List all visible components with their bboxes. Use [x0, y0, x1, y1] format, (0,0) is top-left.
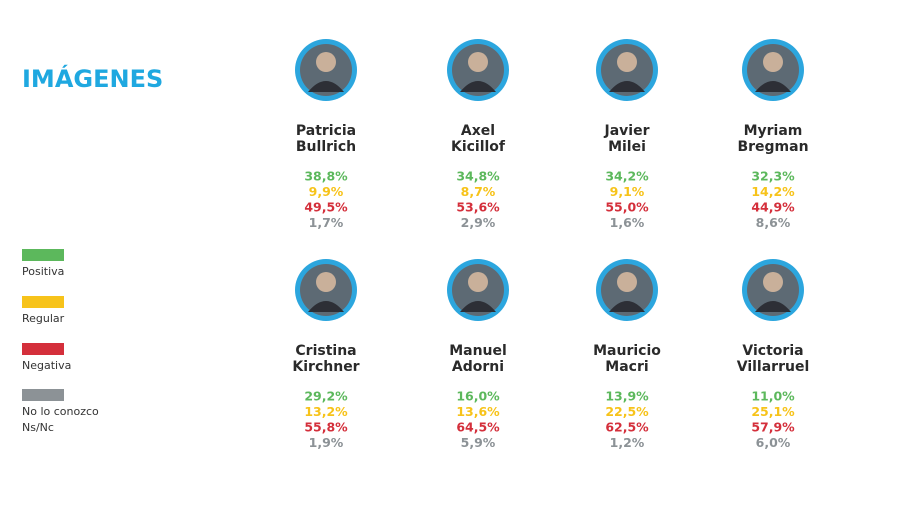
person-name: Mauricio	[593, 343, 661, 359]
person-name: Adorni	[452, 359, 504, 375]
person-name: Bullrich	[296, 139, 356, 155]
person-value: 25,1%	[751, 404, 795, 419]
person-value: 53,6%	[456, 200, 500, 215]
avatar-body	[460, 81, 496, 92]
person-value: 64,5%	[456, 420, 500, 435]
legend-label: Positiva	[22, 265, 64, 278]
person-value: 34,2%	[605, 169, 649, 184]
legend-label: Negativa	[22, 359, 71, 372]
person-value: 22,5%	[605, 404, 649, 419]
person-value: 9,9%	[309, 184, 344, 199]
person-name: Axel	[461, 123, 495, 139]
person-value: 62,5%	[605, 420, 649, 435]
person-value: 8,7%	[461, 184, 496, 199]
person-name: Villarruel	[737, 359, 810, 375]
legend-swatch	[22, 296, 64, 308]
person-name: Cristina	[295, 343, 356, 359]
avatar-body	[609, 301, 645, 312]
person-value: 34,8%	[456, 169, 500, 184]
person-name: Victoria	[742, 343, 803, 359]
person-value: 55,8%	[304, 420, 348, 435]
legend-label: Ns/Nc	[22, 421, 54, 434]
legend-swatch	[22, 389, 64, 401]
person-name: Myriam	[744, 123, 803, 139]
person-value: 5,9%	[461, 435, 496, 450]
person-value: 13,9%	[605, 389, 649, 404]
person-value: 16,0%	[456, 389, 500, 404]
avatar-body	[308, 81, 344, 92]
avatar-body	[460, 301, 496, 312]
avatar-head	[316, 52, 336, 72]
person-name: Kicillof	[451, 139, 506, 155]
person-value: 29,2%	[304, 389, 348, 404]
person-name: Kirchner	[292, 359, 359, 375]
avatar-head	[763, 52, 783, 72]
person-name: Javier	[604, 123, 650, 139]
avatar-head	[617, 52, 637, 72]
person-value: 13,6%	[456, 404, 500, 419]
person-name: Bregman	[737, 139, 808, 155]
person-value: 8,6%	[756, 215, 791, 230]
person-name: Manuel	[449, 343, 507, 359]
avatar-body	[755, 81, 791, 92]
person-value: 1,9%	[309, 435, 344, 450]
avatar-body	[308, 301, 344, 312]
avatar-head	[316, 272, 336, 292]
person-value: 11,0%	[751, 389, 795, 404]
legend-swatch	[22, 249, 64, 261]
person-value: 32,3%	[751, 169, 795, 184]
person-value: 9,1%	[610, 184, 645, 199]
person-value: 13,2%	[304, 404, 348, 419]
person-value: 57,9%	[751, 420, 795, 435]
person-value: 55,0%	[605, 200, 649, 215]
person-value: 38,8%	[304, 169, 348, 184]
person-value: 1,2%	[610, 435, 645, 450]
title: IMÁGENES	[22, 64, 163, 93]
avatar-body	[755, 301, 791, 312]
person-value: 44,9%	[751, 200, 795, 215]
legend-label: Regular	[22, 312, 65, 325]
person-name: Patricia	[296, 123, 356, 139]
avatar-head	[468, 52, 488, 72]
person-value: 49,5%	[304, 200, 348, 215]
person-name: Milei	[608, 139, 646, 155]
legend-swatch	[22, 343, 64, 355]
person-value: 2,9%	[461, 215, 496, 230]
avatar-head	[617, 272, 637, 292]
person-value: 1,7%	[309, 215, 344, 230]
person-name: Macri	[605, 359, 648, 375]
person-value: 14,2%	[751, 184, 795, 199]
avatar-head	[763, 272, 783, 292]
person-value: 6,0%	[756, 435, 791, 450]
person-value: 1,6%	[610, 215, 645, 230]
legend-label: No lo conozco	[22, 405, 99, 418]
avatar-body	[609, 81, 645, 92]
avatar-head	[468, 272, 488, 292]
